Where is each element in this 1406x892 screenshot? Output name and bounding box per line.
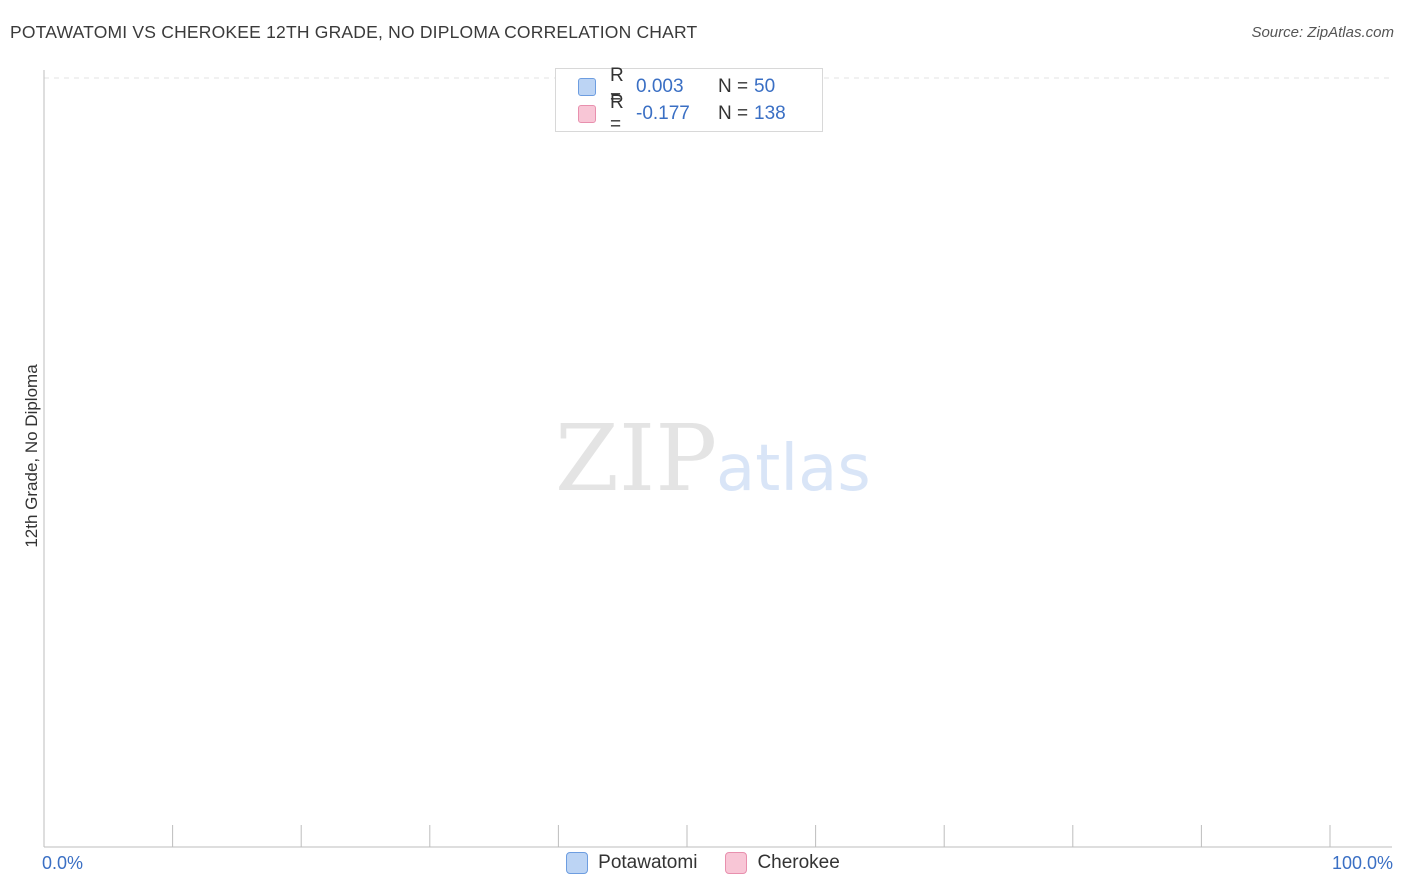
n-label: N =: [718, 103, 749, 124]
series-legend: Potawatomi Cherokee: [0, 852, 1406, 874]
legend-label: Potawatomi: [598, 852, 698, 873]
tick-labels: 70.0%80.0%90.0%100.0%0.0%100.0%: [42, 853, 1393, 873]
watermark-atlas: atlas: [716, 432, 871, 506]
cherokee-swatch: [725, 852, 748, 874]
cherokee-swatch: [578, 105, 596, 123]
n-value: 138: [754, 103, 786, 124]
x-tick-label-min: 0.0%: [42, 853, 83, 873]
r-label: R =: [610, 65, 624, 108]
potawatomi-swatch: [578, 78, 596, 96]
r-value: 0.003: [636, 76, 684, 97]
legend-item-cherokee[interactable]: Cherokee: [725, 852, 840, 874]
legend-item-potawatomi[interactable]: Potawatomi: [566, 852, 697, 874]
axes: [43, 70, 1392, 848]
chart-title: POTAWATOMI VS CHEROKEE 12TH GRADE, NO DI…: [10, 22, 698, 42]
y-axis-title: 12th Grade, No Diploma: [22, 364, 41, 548]
legend-label: Cherokee: [757, 852, 840, 873]
r-value: -0.177: [636, 103, 690, 124]
n-value: 50: [754, 76, 776, 97]
potawatomi-swatch: [566, 852, 589, 874]
correlation-legend: R = 0.003 N = 50 R = -0.177 N = 138: [555, 65, 823, 135]
x-tick-label-max: 100.0%: [1332, 853, 1393, 873]
r-label: R =: [610, 92, 624, 135]
gridlines: [44, 77, 1392, 79]
source-note: Source: ZipAtlas.com: [1251, 24, 1394, 41]
legend-row-cherokee: R = -0.177 N = 138: [578, 92, 786, 135]
watermark-zip: ZIP: [555, 405, 717, 512]
legend-row-potawatomi: R = 0.003 N = 50: [578, 65, 776, 108]
n-label: N =: [718, 76, 749, 97]
